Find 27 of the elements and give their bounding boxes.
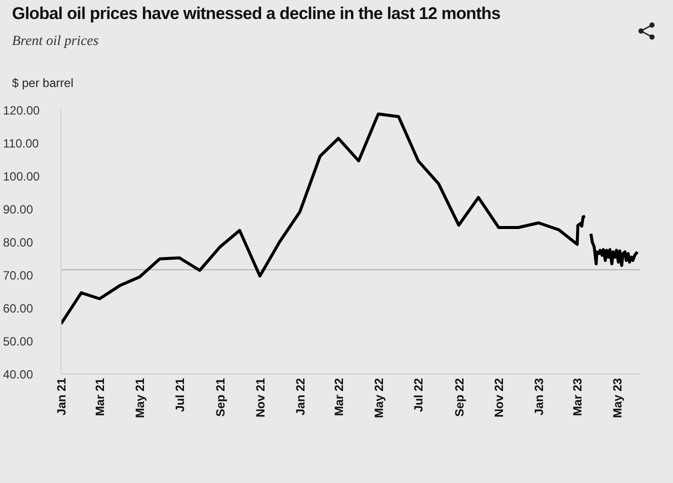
x-tick-label: Mar 22 xyxy=(332,378,346,416)
x-tick-label: Jul 21 xyxy=(172,378,187,412)
x-tick-label: Mar 21 xyxy=(93,378,108,416)
chart-subtitle: Brent oil prices xyxy=(12,34,99,50)
y-tick-label: 50.00 xyxy=(3,334,34,348)
x-tick-label: Jul 22 xyxy=(412,378,426,412)
y-axis-title: $ per barrel xyxy=(12,76,74,90)
y-tick-label: 90.00 xyxy=(3,202,34,216)
y-tick-label: 100.00 xyxy=(3,169,40,184)
chart-title: Global oil prices have witnessed a decline in the last 12 months xyxy=(12,4,500,24)
x-tick-label: Jan 21 xyxy=(54,378,69,416)
y-tick-label: 110.00 xyxy=(3,136,40,150)
x-tick-label: Mar 23 xyxy=(570,378,585,416)
x-tick-label: Sep 21 xyxy=(214,378,228,417)
x-tick-label: May 21 xyxy=(133,378,148,418)
y-tick-label: 60.00 xyxy=(3,301,34,316)
x-tick-label: Nov 22 xyxy=(492,378,506,418)
x-tick-label: Jan 23 xyxy=(532,378,546,416)
y-tick-label: 70.00 xyxy=(3,268,34,282)
x-tick-label: May 23 xyxy=(610,378,625,418)
y-tick-label: 80.00 xyxy=(3,235,34,250)
x-tick-label: May 22 xyxy=(372,378,386,418)
x-tick-label: Sep 22 xyxy=(452,378,466,417)
x-tick-label: Nov 21 xyxy=(253,378,268,418)
x-tick-label: Jan 22 xyxy=(293,378,308,416)
y-tick-label: 120.00 xyxy=(3,103,40,118)
y-tick-label: 40.00 xyxy=(3,367,34,382)
